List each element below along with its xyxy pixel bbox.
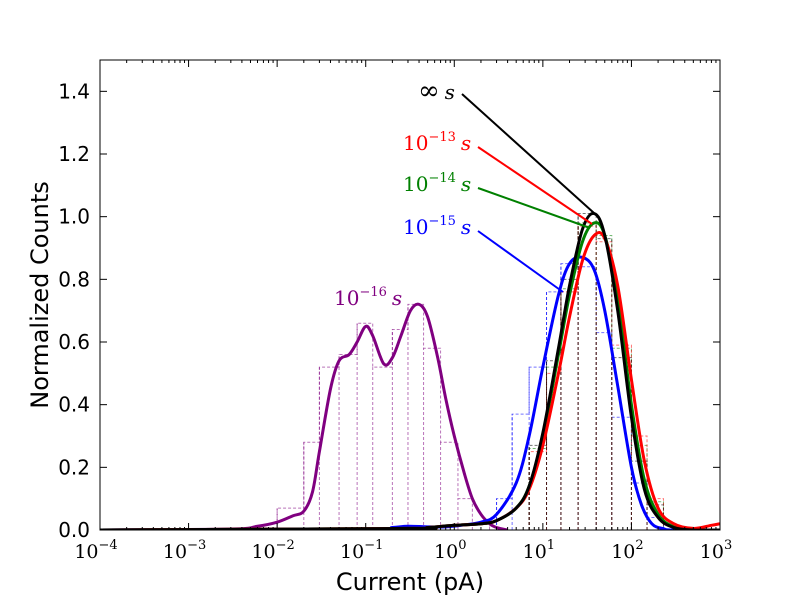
x-tick-label: 10−3 xyxy=(163,538,206,563)
y-tick-label: 1.2 xyxy=(58,142,90,166)
y-tick-label: 0.4 xyxy=(58,393,90,417)
y-tick-label: 1.0 xyxy=(58,205,90,229)
y-tick-label: 0.8 xyxy=(58,267,90,291)
x-tick-label: 100 xyxy=(434,538,466,563)
annotation-pointer xyxy=(477,230,564,293)
x-tick-label: 10−4 xyxy=(74,538,117,563)
annotation-pointer xyxy=(477,187,591,229)
histogram-outline xyxy=(496,263,664,530)
series-annotation: 10−13 s xyxy=(403,130,471,155)
x-axis-label: Current (pA) xyxy=(336,568,484,596)
y-tick-label: 0.2 xyxy=(58,455,90,479)
annotation-layer: ∞ s 10−13 s 10−14 s 10−15 s 10−16 s xyxy=(334,76,595,310)
series-annotation: 10−14 s xyxy=(403,171,471,196)
y-axis-label: Normalized Counts xyxy=(26,181,54,409)
x-tick-label: 10−2 xyxy=(251,538,294,563)
annotation-pointer xyxy=(461,93,595,214)
series-annotation: 10−16 s xyxy=(334,285,402,310)
curve-layer xyxy=(100,211,720,530)
y-tick-label: 0.0 xyxy=(58,518,90,542)
x-axis: 10−4 10−3 10−2 10−1 100 101 102 103 xyxy=(74,60,732,563)
annotation-pointer xyxy=(477,146,593,225)
histogram-layer xyxy=(100,213,720,530)
series-annotation: ∞ s xyxy=(418,76,455,106)
y-tick-label: 0.6 xyxy=(58,330,90,354)
series-annotation: 10−15 s xyxy=(403,214,471,239)
series-curve xyxy=(100,211,720,530)
plot-area-frame xyxy=(99,59,721,531)
histogram-outline xyxy=(528,213,664,530)
series-curve xyxy=(100,302,508,530)
series-curve xyxy=(100,255,720,530)
histogram-outline xyxy=(100,303,720,530)
x-tick-label: 102 xyxy=(611,538,643,563)
x-tick-label: 103 xyxy=(700,538,732,563)
x-tick-label: 10−1 xyxy=(340,538,383,563)
y-axis: 0.0 0.2 0.4 0.6 0.8 1.0 1.2 1.4 xyxy=(58,79,720,542)
y-tick-label: 1.4 xyxy=(58,79,90,103)
x-tick-label: 101 xyxy=(523,538,555,563)
